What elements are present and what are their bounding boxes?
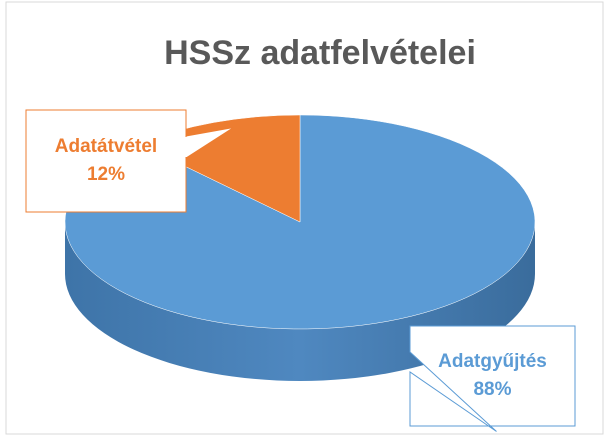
callout-box [25, 109, 234, 213]
labels: Adatgyűjtés 88% Adatátvétel 12% [25, 109, 576, 432]
data-label-name: Adatátvétel [55, 136, 157, 157]
data-label-value: 12% [87, 164, 125, 185]
chart-title: HSSz adatfelvételei [164, 34, 476, 72]
callout-box [409, 325, 576, 432]
data-label-name: Adatgyűjtés [438, 351, 547, 372]
data-label-value: 88% [473, 379, 511, 400]
